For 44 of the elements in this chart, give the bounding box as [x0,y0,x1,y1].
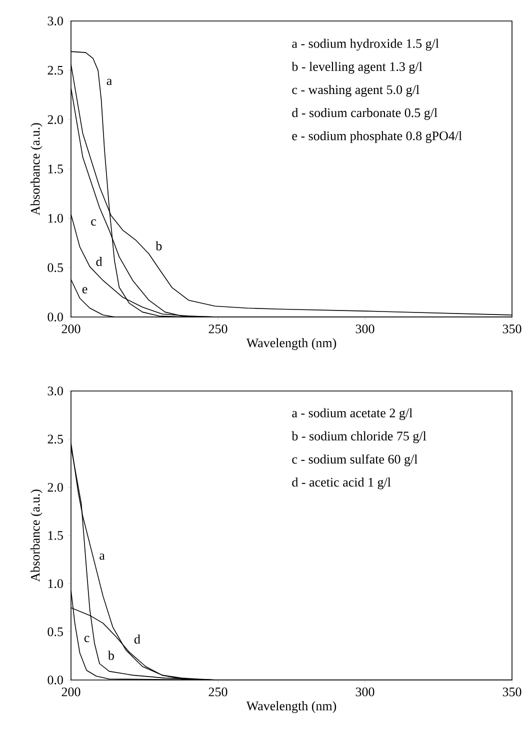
x-tick-label: 350 [502,324,522,334]
x-tick-label: 250 [208,688,228,696]
annotation: a - sodium hydroxide 1.5 g/l [292,38,439,51]
series-label: b [108,650,114,660]
x-tick-label: 200 [62,324,80,334]
y-tick-label: 0.0 [48,312,63,322]
series-label: e [82,287,88,294]
series-label: a [106,78,112,86]
series-label: c [84,636,90,642]
annotation: c - sodium sulfate 60 g/l [292,454,418,466]
y-tick-label: 1.0 [48,579,63,588]
y-tick-label: 1.5 [48,164,63,174]
x-tick-label: 300 [356,324,374,334]
y-tick-label: 2.0 [48,115,63,124]
y-tick-label: 2.0 [48,482,63,492]
annotation: b - levelling agent 1.3 g/l [292,62,422,74]
y-tick-label: 2.5 [48,66,63,75]
x-axis-title: Wavelength (nm) [246,338,336,350]
annotation: e - sodium phosphate 0.8 gPO4/l [292,131,462,143]
series-label: d [96,256,102,266]
annotation: d - sodium carbonate 0.5 g/l [292,108,438,120]
y-tick-label: 1.5 [48,531,63,540]
y-axis-title: Absorbance (a.u.) [30,490,42,582]
y-tick-label: 0.5 [48,627,63,636]
y-tick-label: 3.0 [48,16,63,26]
annotation: b - sodium chloride 75 g/l [292,431,426,444]
x-tick-label: 300 [356,688,374,696]
x-axis-title: Wavelength (nm) [246,701,336,714]
annotation: d - acetic acid 1 g/l [292,477,391,490]
y-tick-label: 2.5 [48,434,63,444]
y-tick-label: 0.5 [48,263,63,272]
series-label: b [156,241,162,250]
x-tick-label: 200 [62,688,80,696]
x-tick-label: 350 [502,688,522,696]
series-label: a [100,554,105,560]
annotation: c - washing agent 5.0 g/l [292,84,420,97]
y-tick-label: 3.0 [48,386,63,396]
series-label: d [134,634,140,644]
x-tick-label: 250 [208,324,228,334]
annotation: a - sodium acetate 2 g/l [292,408,412,420]
y-axis-title: Absorbance (a.u.) [30,123,42,216]
y-tick-label: 0.0 [48,676,63,684]
series-label: c [91,219,96,226]
y-tick-label: 1.0 [48,214,63,223]
